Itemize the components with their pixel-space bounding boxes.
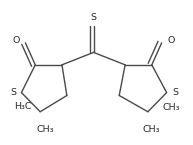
Text: S: S	[91, 13, 96, 22]
Text: S: S	[172, 88, 178, 97]
Text: CH₃: CH₃	[163, 103, 180, 112]
Text: O: O	[12, 36, 19, 45]
Text: H₃C: H₃C	[14, 103, 31, 112]
Text: S: S	[10, 88, 16, 97]
Text: O: O	[168, 36, 175, 45]
Text: CH₃: CH₃	[142, 125, 160, 134]
Text: CH₃: CH₃	[36, 125, 54, 134]
